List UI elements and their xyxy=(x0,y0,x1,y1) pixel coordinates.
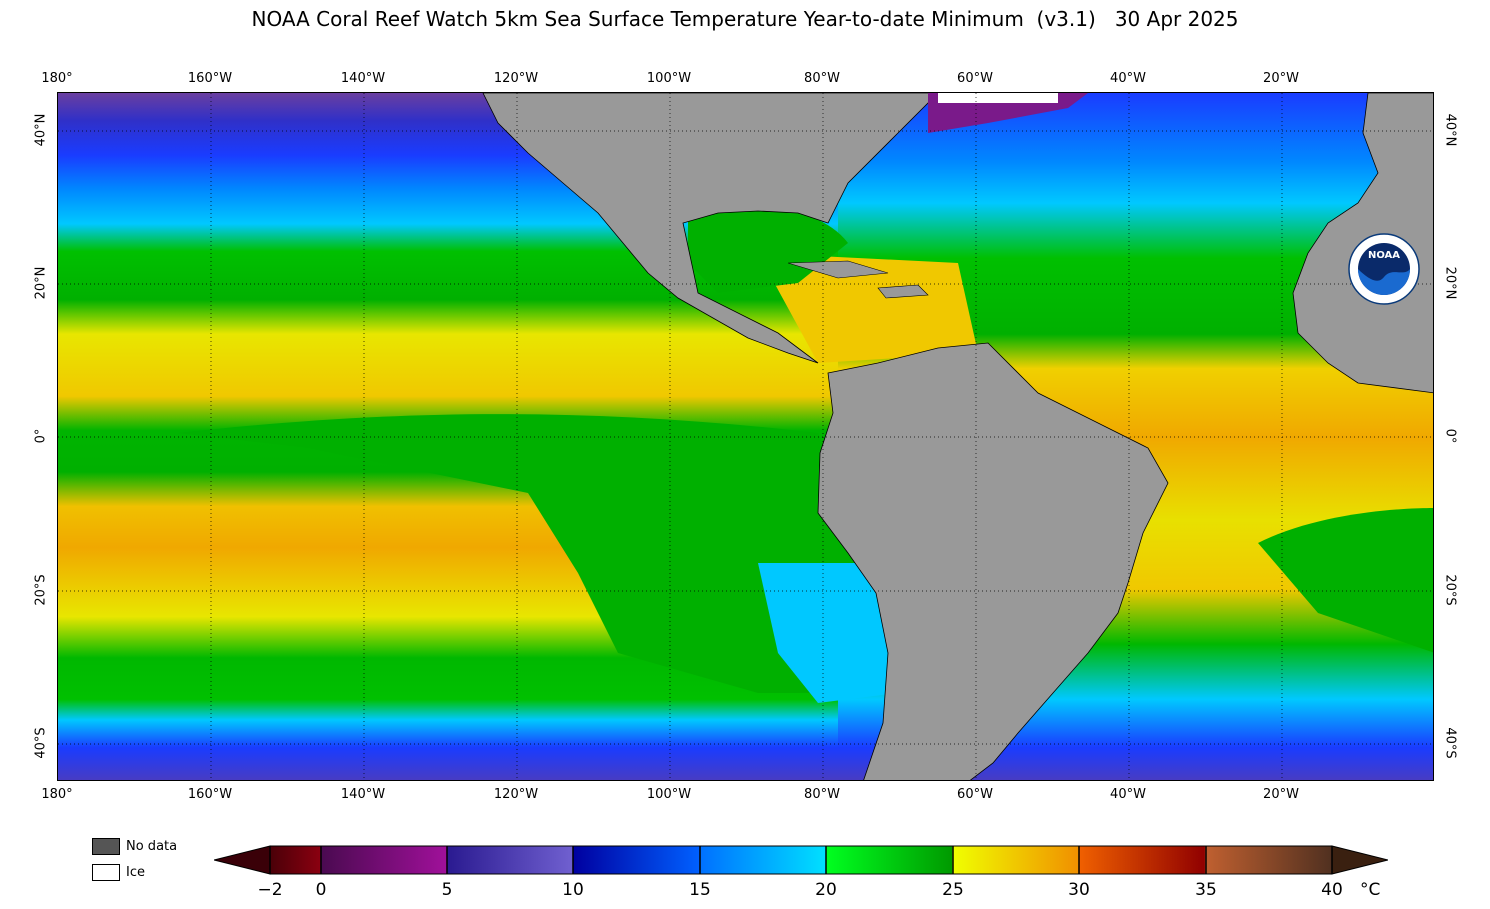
colorbar-tick: 0 xyxy=(315,880,327,900)
lat-label: 20°S xyxy=(33,574,49,606)
cuba xyxy=(787,260,889,279)
north-america xyxy=(482,93,939,364)
lon-label: 160°W xyxy=(187,71,233,86)
lon-label: 60°W xyxy=(957,787,993,802)
lon-label: 100°W xyxy=(646,71,692,86)
noaa-logo: NOAA xyxy=(1348,233,1420,305)
colorbar-tick: 10 xyxy=(562,880,584,900)
lon-label: 80°W xyxy=(804,71,840,86)
lat-label: 0° xyxy=(33,428,49,444)
ice-swatch xyxy=(92,864,120,881)
ice-label: Ice xyxy=(126,865,145,880)
lon-label: 20°W xyxy=(1263,71,1299,86)
lon-label: 100°W xyxy=(646,787,692,802)
lat-label: 20°N xyxy=(1442,266,1458,300)
lon-label: 80°W xyxy=(804,787,840,802)
lat-label: 0° xyxy=(1442,428,1458,444)
lon-label: 120°W xyxy=(493,71,539,86)
lat-label: 40°S xyxy=(33,727,49,759)
lat-label: 40°N xyxy=(33,113,49,147)
no-data-label: No data xyxy=(126,839,178,854)
colorbar-tick: 20 xyxy=(815,880,837,900)
humboldt-current xyxy=(758,563,898,703)
south-america xyxy=(817,342,1169,780)
colorbar-tick: 5 xyxy=(441,880,453,900)
benguela-region xyxy=(1258,508,1433,653)
hispaniola xyxy=(877,284,929,299)
no-data-swatch xyxy=(92,838,120,855)
colorbar-tick: 25 xyxy=(942,880,964,900)
lon-label: 180° xyxy=(41,787,73,802)
lon-label: 40°W xyxy=(1110,787,1146,802)
lon-label: 180° xyxy=(41,71,73,86)
lat-label: 40°N xyxy=(1442,113,1458,147)
sea-ice xyxy=(938,93,1058,103)
colorbar-tick: 40 xyxy=(1321,880,1343,900)
lat-label: 20°S xyxy=(1442,574,1458,606)
colorbar-tick: 30 xyxy=(1068,880,1090,900)
colorbar xyxy=(214,845,1388,875)
cold-tongue xyxy=(178,414,898,693)
lat-label: 20°N xyxy=(33,266,49,300)
lon-label: 120°W xyxy=(493,787,539,802)
colorbar-tick: −2 xyxy=(257,880,283,900)
colorbar-unit: °C xyxy=(1360,880,1381,900)
lon-label: 40°W xyxy=(1110,71,1146,86)
map-title: NOAA Coral Reef Watch 5km Sea Surface Te… xyxy=(251,7,1239,31)
lon-label: 140°W xyxy=(340,787,386,802)
gulf-of-mexico xyxy=(688,206,848,293)
lon-label: 160°W xyxy=(187,787,233,802)
colorbar-tick: 15 xyxy=(689,880,711,900)
noaa-logo-text: NOAA xyxy=(1368,250,1400,261)
lon-label: 140°W xyxy=(340,71,386,86)
caribbean-sea xyxy=(758,253,978,363)
lon-label: 20°W xyxy=(1263,787,1299,802)
sst-map-graphic xyxy=(58,93,1433,780)
lat-label: 40°S xyxy=(1442,727,1458,759)
colorbar-tick: 35 xyxy=(1195,880,1217,900)
graticule xyxy=(58,93,1433,780)
sst-map xyxy=(57,92,1434,781)
lon-label: 60°W xyxy=(957,71,993,86)
